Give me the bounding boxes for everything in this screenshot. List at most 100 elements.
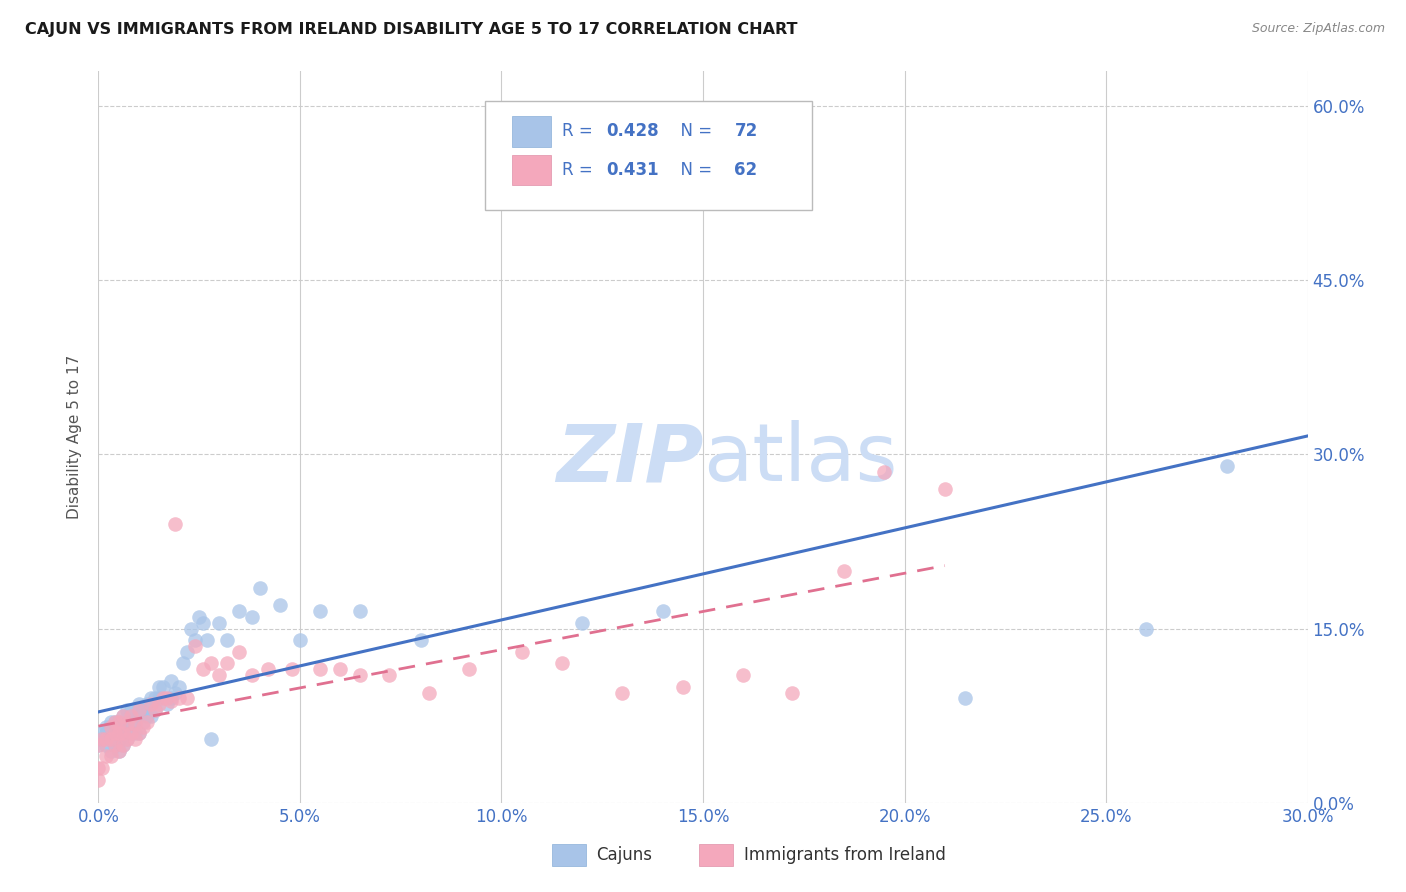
Point (240, 668, 263, 682)
Point (184, 633, 207, 648)
Point (184, 639, 207, 653)
Point (107, 714, 129, 729)
Point (135, 708, 157, 723)
Point (111, 708, 134, 723)
FancyBboxPatch shape (512, 116, 551, 146)
Text: atlas: atlas (703, 420, 897, 498)
Point (111, 738, 134, 752)
Text: N =: N = (671, 161, 717, 179)
Text: ZIP: ZIP (555, 420, 703, 498)
Point (176, 691, 198, 706)
Y-axis label: Disability Age 5 to 17: Disability Age 5 to 17 (67, 355, 83, 519)
Point (103, 726, 125, 740)
Point (91, 731, 114, 746)
Point (100, 731, 122, 746)
Point (217, 657, 239, 671)
Point (180, 622, 202, 636)
Point (167, 691, 190, 706)
Point (249, 581, 271, 595)
Point (571, 615, 593, 630)
Text: Immigrants from Ireland: Immigrants from Ireland (744, 846, 946, 863)
Point (672, 680, 695, 694)
Point (103, 726, 125, 740)
Point (139, 708, 162, 723)
Point (143, 691, 166, 706)
Point (288, 633, 311, 648)
Point (281, 662, 304, 676)
Point (132, 714, 155, 729)
Point (124, 726, 146, 740)
Point (100, 749, 122, 764)
Point (733, 668, 755, 682)
Point (873, 465, 896, 479)
Point (128, 726, 150, 740)
Point (208, 668, 231, 682)
Point (160, 693, 183, 707)
FancyBboxPatch shape (485, 101, 811, 211)
Text: Source: ZipAtlas.com: Source: ZipAtlas.com (1251, 22, 1385, 36)
Point (135, 697, 157, 711)
Point (100, 731, 122, 746)
Point (934, 483, 956, 497)
Point (143, 703, 166, 717)
Point (124, 714, 146, 729)
Point (115, 731, 138, 746)
Point (148, 680, 170, 694)
Point (163, 685, 186, 699)
Point (309, 662, 332, 676)
Point (103, 714, 125, 729)
Point (349, 604, 371, 618)
Point (96, 749, 118, 764)
Point (377, 668, 399, 682)
Point (87, 738, 110, 752)
Point (96, 738, 118, 752)
Point (132, 720, 155, 734)
Point (152, 680, 174, 694)
Text: N =: N = (671, 122, 717, 140)
Point (139, 697, 162, 711)
Point (111, 731, 134, 746)
Point (124, 716, 146, 731)
Point (329, 662, 352, 676)
Point (96, 720, 118, 734)
Point (111, 726, 134, 740)
Point (115, 720, 138, 734)
Point (217, 633, 239, 648)
Point (167, 680, 190, 694)
Point (1216, 459, 1239, 474)
Point (228, 645, 250, 659)
Text: CAJUN VS IMMIGRANTS FROM IRELAND DISABILITY AGE 5 TO 17 CORRELATION CHART: CAJUN VS IMMIGRANTS FROM IRELAND DISABIL… (25, 22, 797, 37)
Point (115, 703, 138, 717)
Point (148, 691, 170, 706)
Point (409, 633, 432, 648)
Point (309, 604, 332, 618)
Point (160, 673, 183, 688)
Text: Cajuns: Cajuns (596, 846, 652, 863)
Point (100, 743, 122, 757)
Point (120, 714, 142, 729)
Point (163, 517, 186, 532)
Point (120, 703, 142, 717)
Point (91, 726, 114, 740)
Point (200, 657, 222, 671)
Point (139, 691, 162, 706)
Point (128, 697, 150, 711)
Point (418, 685, 440, 699)
Point (128, 726, 150, 740)
Point (349, 668, 371, 682)
Point (551, 657, 574, 671)
Point (200, 731, 222, 746)
Point (651, 604, 673, 618)
Point (152, 691, 174, 706)
Point (111, 720, 134, 734)
Point (510, 645, 533, 659)
Point (128, 708, 150, 723)
Point (103, 714, 125, 729)
Point (120, 726, 142, 740)
Point (103, 738, 125, 752)
Point (107, 714, 129, 729)
Point (195, 633, 218, 648)
Point (193, 615, 215, 630)
FancyBboxPatch shape (551, 844, 586, 866)
Point (780, 685, 803, 699)
